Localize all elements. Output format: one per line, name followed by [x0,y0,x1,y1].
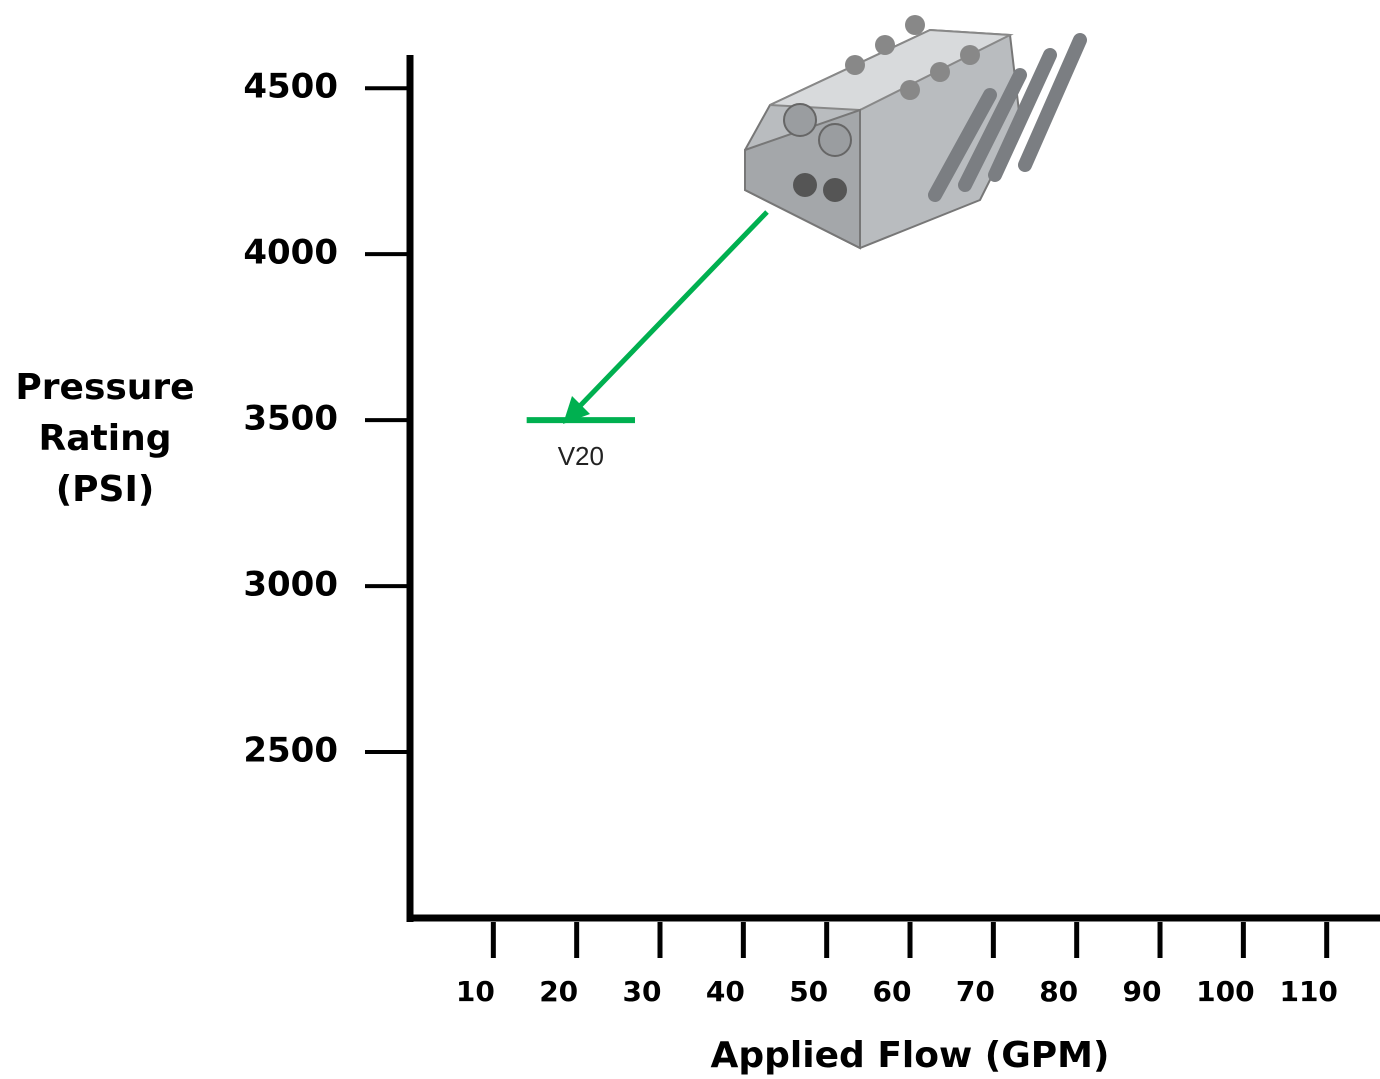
x-tick-label: 90 [1123,975,1162,1008]
x-tick-label: 100 [1196,975,1254,1008]
x-tick-label: 40 [706,975,745,1008]
x-tick-label: 60 [873,975,912,1008]
y-axis-title: Pressure Rating (PSI) [15,367,195,510]
x-tick-label: 70 [956,975,995,1008]
x-tick-label: 10 [456,975,495,1008]
x-axis-title: Applied Flow (GPM) [711,1035,1110,1076]
x-tick-label: 50 [789,975,828,1008]
y-tick-label: 4000 [243,233,338,273]
x-tick-label: 80 [1039,975,1078,1008]
y-tick-label: 4500 [243,67,338,107]
y-tick-label: 3500 [243,399,338,439]
x-tick-label: 30 [623,975,662,1008]
series-label: V20 [558,441,604,471]
x-tick-label: 110 [1279,975,1337,1008]
y-tick-label: 3000 [243,565,338,605]
valve-illustration [744,15,1087,250]
x-tick-label: 20 [539,975,578,1008]
y-tick-label: 2500 [243,731,338,771]
annotation-arrow [563,210,769,424]
